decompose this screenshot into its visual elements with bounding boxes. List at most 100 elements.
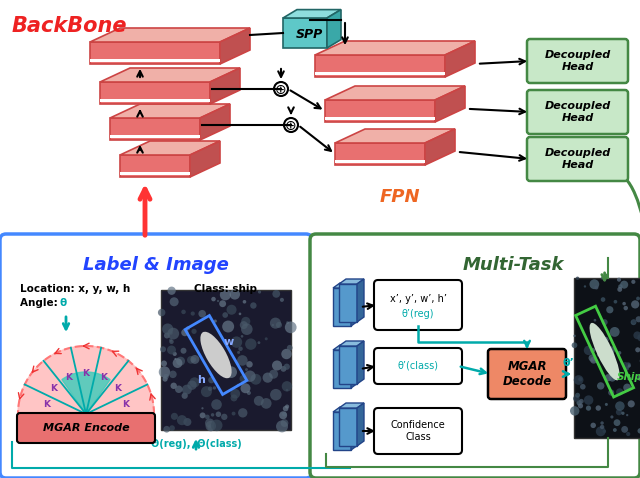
Circle shape [239, 375, 247, 382]
Circle shape [167, 346, 176, 354]
Polygon shape [120, 155, 190, 177]
Bar [575, 306, 634, 397]
Polygon shape [339, 408, 357, 446]
Circle shape [584, 395, 593, 405]
Polygon shape [283, 18, 327, 48]
Circle shape [217, 300, 219, 302]
Text: Multi-Task: Multi-Task [463, 256, 564, 274]
Circle shape [626, 414, 628, 416]
Circle shape [573, 335, 576, 337]
Circle shape [177, 415, 187, 425]
Circle shape [284, 364, 290, 370]
Circle shape [163, 374, 169, 379]
Circle shape [607, 346, 615, 354]
Polygon shape [110, 104, 230, 118]
Circle shape [605, 374, 612, 381]
Text: K: K [122, 401, 129, 410]
Circle shape [245, 338, 257, 350]
Polygon shape [351, 283, 358, 326]
Circle shape [158, 309, 165, 316]
Polygon shape [339, 346, 357, 384]
Circle shape [241, 324, 253, 335]
Circle shape [621, 426, 628, 433]
FancyBboxPatch shape [17, 413, 155, 443]
Bar [574, 278, 640, 438]
Polygon shape [333, 288, 351, 326]
Circle shape [222, 312, 228, 318]
Circle shape [615, 402, 625, 411]
Circle shape [219, 364, 224, 369]
Circle shape [601, 277, 604, 280]
Circle shape [221, 413, 227, 420]
Circle shape [207, 424, 214, 431]
Circle shape [230, 394, 237, 402]
Circle shape [164, 333, 170, 338]
Circle shape [191, 355, 199, 364]
Circle shape [279, 411, 287, 419]
Circle shape [219, 300, 226, 307]
Circle shape [170, 339, 173, 344]
Circle shape [169, 331, 173, 335]
Circle shape [586, 405, 591, 411]
Circle shape [611, 415, 614, 419]
Polygon shape [339, 341, 364, 346]
Circle shape [176, 357, 185, 366]
Polygon shape [90, 59, 220, 62]
Text: Class: ship: Class: ship [195, 284, 257, 294]
Circle shape [590, 357, 597, 364]
Circle shape [257, 341, 260, 344]
Polygon shape [357, 341, 364, 384]
Circle shape [208, 377, 215, 383]
Polygon shape [327, 10, 341, 48]
Circle shape [168, 287, 176, 295]
Circle shape [628, 400, 635, 407]
Circle shape [167, 328, 179, 339]
Text: Confidence
Class: Confidence Class [390, 420, 445, 442]
Circle shape [191, 312, 195, 315]
FancyBboxPatch shape [488, 349, 566, 399]
Circle shape [287, 345, 292, 351]
Text: FPN: FPN [380, 188, 420, 206]
Circle shape [211, 420, 223, 431]
Polygon shape [90, 42, 220, 64]
Text: Angle:: Angle: [20, 298, 61, 308]
Circle shape [627, 364, 630, 368]
Polygon shape [325, 86, 465, 100]
Circle shape [616, 388, 623, 396]
Polygon shape [200, 104, 230, 140]
Polygon shape [110, 118, 200, 140]
Circle shape [182, 385, 192, 394]
Circle shape [232, 412, 236, 415]
Circle shape [222, 321, 234, 333]
Circle shape [608, 390, 614, 396]
Circle shape [610, 327, 620, 337]
Polygon shape [220, 28, 250, 64]
Circle shape [205, 418, 214, 428]
Circle shape [169, 338, 172, 342]
Circle shape [223, 367, 230, 374]
Circle shape [283, 406, 289, 412]
Text: MGAR
Decode: MGAR Decode [502, 360, 552, 388]
Circle shape [230, 289, 240, 300]
Circle shape [258, 291, 261, 293]
Circle shape [596, 426, 605, 436]
Circle shape [600, 425, 604, 429]
Polygon shape [351, 407, 358, 450]
Circle shape [591, 423, 596, 428]
Circle shape [269, 369, 278, 379]
Polygon shape [18, 346, 154, 414]
Circle shape [246, 361, 253, 368]
Polygon shape [339, 284, 357, 322]
Circle shape [237, 355, 248, 366]
Circle shape [181, 310, 186, 314]
Circle shape [625, 366, 629, 370]
Text: Decoupled
Head: Decoupled Head [545, 148, 611, 170]
Circle shape [605, 348, 614, 356]
Polygon shape [110, 135, 200, 138]
Circle shape [169, 425, 175, 431]
Circle shape [575, 393, 580, 398]
Circle shape [191, 329, 196, 334]
Circle shape [276, 421, 288, 433]
Circle shape [584, 346, 593, 355]
Circle shape [570, 406, 579, 415]
